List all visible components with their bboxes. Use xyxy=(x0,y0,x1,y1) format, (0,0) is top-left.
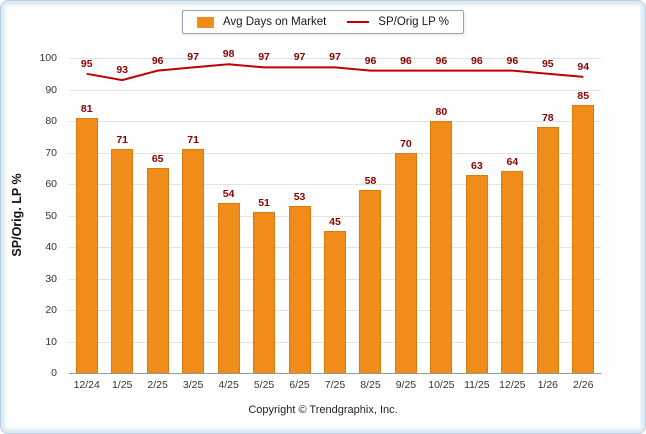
line-value-label: 97 xyxy=(187,51,199,64)
gridline xyxy=(69,89,601,91)
line-value-label: 93 xyxy=(116,64,129,77)
bar xyxy=(253,212,276,373)
y-tick-label: 10 xyxy=(45,335,57,348)
bar-value-label: 64 xyxy=(506,156,519,169)
x-tick-label: 1/25 xyxy=(111,379,133,391)
bar xyxy=(182,149,205,373)
x-tick-label: 10/25 xyxy=(428,379,455,391)
line-value-label: 96 xyxy=(364,54,377,67)
legend-line-label: SP/Orig LP % xyxy=(378,16,450,28)
footer-copyright: Copyright © Trendgraphix, Inc. xyxy=(248,404,398,416)
plot-area: 81 71 65 71 54 51 53 45 58 70 80 63 64 78 85 95 93 96 97 98… xyxy=(69,48,601,374)
y-tick-label: 70 xyxy=(45,146,57,159)
x-tick-label: 7/25 xyxy=(324,379,346,391)
x-tick-label: 9/25 xyxy=(395,379,417,391)
bar-value-label: 85 xyxy=(577,90,590,103)
y-tick-label: 0 xyxy=(51,367,57,379)
gridline xyxy=(69,152,601,154)
legend: Avg Days on Market SP/Orig LP % xyxy=(181,10,465,34)
y-tick-label: 30 xyxy=(45,272,57,285)
bar-value-label: 70 xyxy=(400,137,412,150)
line-value-label: 96 xyxy=(471,54,483,67)
x-tick-label: 1/26 xyxy=(537,379,558,391)
x-tick-label: 12/25 xyxy=(499,379,526,391)
y-tick-label: 80 xyxy=(45,115,57,127)
line-value-label: 96 xyxy=(435,54,448,67)
x-tick-label: 2/25 xyxy=(147,379,168,391)
bar xyxy=(572,105,595,373)
bar-value-label: 65 xyxy=(151,153,164,166)
line-value-label: 96 xyxy=(506,54,519,67)
line-value-label: 96 xyxy=(400,54,412,67)
bar-value-label: 71 xyxy=(116,134,129,147)
bar xyxy=(465,174,488,373)
line-value-label: 97 xyxy=(329,51,341,64)
x-tick-label: 3/25 xyxy=(182,379,204,391)
bar-value-label: 53 xyxy=(293,191,306,204)
bar-value-label: 71 xyxy=(187,134,199,147)
line-value-label: 97 xyxy=(258,51,270,64)
bar-value-label: 80 xyxy=(435,106,448,118)
legend-bar-label: Avg Days on Market xyxy=(222,16,327,28)
gridline xyxy=(69,121,601,122)
bar xyxy=(288,206,311,373)
x-tick-label: 4/25 xyxy=(218,379,239,391)
y-tick-label: 90 xyxy=(45,83,57,96)
y-tick-label: 20 xyxy=(45,304,57,316)
line-value-label: 96 xyxy=(151,54,164,67)
x-ticks: 12/24 1/25 2/25 3/25 4/25 5/25 6/25 7/25 8/25 9/2… xyxy=(69,379,601,395)
bar xyxy=(146,168,169,373)
line-value-label: 95 xyxy=(541,57,554,70)
bar-value-label: 58 xyxy=(364,175,377,188)
line-value-label: 94 xyxy=(577,60,590,73)
gridline xyxy=(69,215,601,217)
line-value-label: 98 xyxy=(222,48,235,61)
bar-value-label: 78 xyxy=(541,112,554,125)
bar-value-label: 63 xyxy=(471,159,483,172)
bar-value-label: 51 xyxy=(258,197,270,210)
bar-value-label: 45 xyxy=(329,216,341,229)
x-tick-label: 6/25 xyxy=(289,379,310,391)
y-tick-label: 100 xyxy=(39,52,57,64)
x-tick-label: 8/25 xyxy=(360,379,381,391)
bar xyxy=(430,121,453,373)
line-value-label: 97 xyxy=(293,51,306,64)
bar xyxy=(359,190,382,373)
line-value-label: 95 xyxy=(80,57,93,70)
bar xyxy=(111,149,134,373)
y-tick-label: 40 xyxy=(45,241,57,253)
trend-line xyxy=(86,63,584,82)
bar xyxy=(501,171,524,373)
x-tick-label: 2/26 xyxy=(573,379,594,391)
bar xyxy=(217,202,240,373)
bar xyxy=(394,152,417,373)
gridline xyxy=(69,58,601,59)
x-tick-label: 5/25 xyxy=(253,379,275,391)
y-tick-label: 60 xyxy=(45,178,57,190)
y-tick-label: 50 xyxy=(45,209,57,222)
legend-bar-swatch-icon xyxy=(196,16,214,28)
legend-line-swatch-icon xyxy=(347,21,370,23)
bar xyxy=(324,231,346,373)
bar xyxy=(75,117,98,373)
x-tick-label: 12/24 xyxy=(73,379,100,391)
x-tick-label: 11/25 xyxy=(464,379,490,391)
bar-value-label: 81 xyxy=(80,102,93,115)
y-ticks: 0 10 20 30 40 50 60 70 80 90 100 xyxy=(1,52,63,379)
bar-value-label: 54 xyxy=(222,187,235,200)
gridline xyxy=(69,184,601,185)
bar xyxy=(536,127,559,373)
